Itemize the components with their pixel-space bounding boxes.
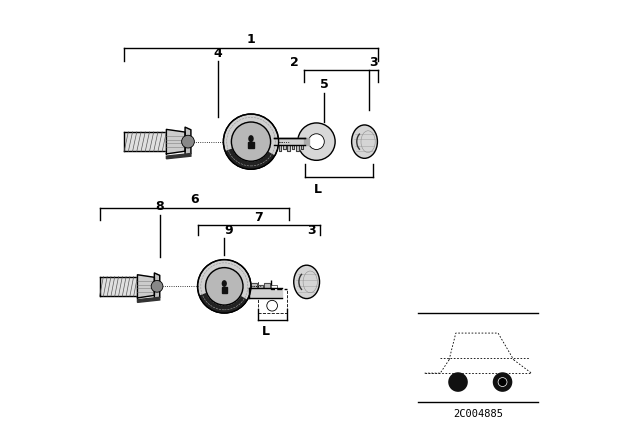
Polygon shape	[249, 288, 282, 298]
Polygon shape	[278, 145, 281, 151]
Circle shape	[298, 123, 335, 160]
Polygon shape	[138, 275, 154, 298]
Circle shape	[498, 378, 507, 387]
Text: L: L	[262, 325, 270, 338]
Ellipse shape	[294, 265, 319, 298]
Polygon shape	[124, 132, 166, 151]
Polygon shape	[138, 297, 160, 302]
Polygon shape	[154, 273, 160, 300]
Polygon shape	[283, 145, 285, 149]
Text: 3: 3	[369, 56, 378, 69]
Wedge shape	[199, 286, 248, 313]
Circle shape	[232, 122, 271, 161]
Polygon shape	[100, 276, 138, 296]
Polygon shape	[292, 145, 294, 149]
Polygon shape	[271, 285, 276, 288]
Text: 2C004885: 2C004885	[453, 409, 503, 419]
Polygon shape	[166, 129, 185, 154]
Polygon shape	[251, 283, 257, 288]
Text: 6: 6	[190, 193, 198, 206]
Circle shape	[308, 134, 324, 150]
Polygon shape	[301, 145, 303, 149]
Polygon shape	[166, 154, 191, 159]
Polygon shape	[287, 145, 290, 151]
Ellipse shape	[351, 125, 378, 158]
Polygon shape	[185, 127, 191, 156]
Text: 5: 5	[320, 78, 329, 91]
Polygon shape	[221, 287, 227, 293]
Circle shape	[182, 135, 195, 148]
Text: 1: 1	[246, 33, 255, 46]
Circle shape	[267, 300, 278, 311]
Text: 3: 3	[307, 224, 316, 237]
Ellipse shape	[248, 135, 253, 142]
Polygon shape	[274, 138, 305, 145]
Circle shape	[493, 372, 513, 392]
Polygon shape	[305, 138, 309, 145]
Circle shape	[198, 260, 251, 313]
Polygon shape	[296, 145, 299, 151]
Text: L: L	[314, 183, 322, 196]
Circle shape	[205, 267, 243, 305]
Circle shape	[151, 280, 163, 292]
Text: 4: 4	[213, 47, 222, 60]
Polygon shape	[258, 280, 287, 289]
Wedge shape	[225, 142, 275, 169]
Text: 7: 7	[255, 211, 263, 224]
Polygon shape	[264, 283, 270, 288]
Polygon shape	[258, 285, 263, 288]
Text: 2: 2	[291, 56, 299, 69]
Text: 8: 8	[156, 200, 164, 213]
Text: 9: 9	[224, 224, 233, 237]
Circle shape	[223, 114, 278, 169]
Ellipse shape	[221, 280, 227, 287]
Polygon shape	[248, 142, 253, 148]
Circle shape	[448, 372, 468, 392]
